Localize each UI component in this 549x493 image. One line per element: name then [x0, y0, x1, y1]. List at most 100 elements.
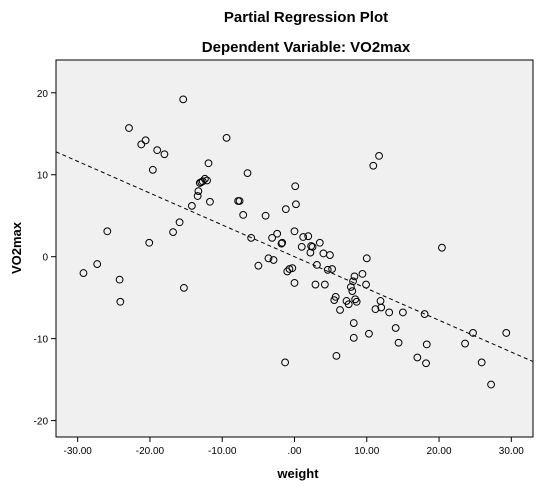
data-point	[399, 308, 407, 317]
data-point	[198, 177, 207, 186]
data-point	[391, 324, 400, 332]
x-tick-label: -20.00	[136, 446, 165, 457]
data-point	[204, 159, 213, 168]
data-point	[375, 151, 383, 160]
data-point	[290, 227, 299, 236]
data-point	[311, 280, 320, 289]
data-point	[358, 270, 367, 278]
data-point	[268, 233, 276, 242]
data-point	[179, 95, 188, 104]
x-tick-label: .00	[288, 446, 302, 457]
data-point	[264, 254, 273, 263]
data-point	[369, 161, 378, 170]
data-point	[371, 305, 380, 314]
y-tick-label: 0	[42, 253, 48, 264]
data-point	[291, 182, 300, 191]
data-point	[281, 205, 290, 214]
data-point	[352, 297, 361, 306]
data-point	[323, 265, 332, 274]
data-point	[203, 176, 211, 185]
data-point	[422, 359, 430, 368]
data-point	[299, 233, 308, 241]
data-point	[385, 308, 394, 317]
fit-line-group	[55, 151, 534, 363]
data-point	[477, 358, 486, 367]
data-point	[344, 300, 353, 309]
data-point	[281, 358, 290, 367]
x-axis-ticks: -30.00 -20.00 -10.00 .00 10.00 20.00 30.00	[64, 437, 524, 457]
y-tick-label: -10	[34, 335, 49, 346]
data-point	[206, 197, 214, 206]
x-tick-label: -10.00	[208, 446, 237, 457]
data-point	[180, 283, 188, 292]
data-point	[243, 169, 252, 178]
data-point	[502, 329, 511, 337]
data-point	[292, 200, 300, 209]
data-point	[297, 242, 306, 251]
data-point	[336, 306, 344, 314]
data-point	[461, 339, 469, 348]
data-point	[365, 329, 373, 338]
data-point	[277, 239, 286, 248]
data-point	[349, 333, 358, 342]
data-point	[169, 228, 177, 237]
data-point	[194, 187, 203, 196]
data-point	[148, 165, 157, 174]
data-point	[137, 140, 146, 149]
data-point	[308, 242, 317, 251]
data-point	[235, 197, 244, 205]
data-point	[307, 242, 316, 250]
data-point	[469, 329, 477, 337]
data-point	[304, 232, 313, 241]
data-point	[326, 251, 334, 259]
data-point	[349, 277, 357, 286]
plot-area	[55, 59, 534, 438]
data-point	[261, 211, 270, 220]
data-point	[141, 136, 150, 145]
data-point	[420, 310, 429, 318]
data-point	[254, 261, 263, 270]
data-point	[377, 303, 386, 312]
data-point	[79, 269, 88, 277]
x-tick-label: -30.00	[64, 446, 93, 457]
data-point	[93, 260, 102, 268]
data-point	[153, 146, 162, 155]
data-point	[350, 272, 359, 281]
data-point	[273, 229, 282, 238]
data-point	[290, 279, 299, 287]
data-point	[116, 297, 125, 306]
y-tick-label: 10	[37, 171, 49, 182]
data-point	[394, 338, 403, 347]
data-point	[115, 275, 124, 284]
data-point	[288, 264, 297, 273]
data-point	[193, 192, 202, 200]
data-point	[145, 238, 154, 247]
data-point	[348, 287, 357, 296]
data-point	[200, 174, 209, 183]
y-axis-title: VO2max	[9, 221, 24, 274]
x-axis-title: weight	[276, 466, 319, 481]
data-point	[278, 238, 287, 247]
data-points	[79, 95, 511, 389]
data-point	[247, 233, 256, 242]
data-point	[331, 292, 340, 301]
x-tick-label: 10.00	[354, 446, 379, 457]
y-axis-ticks: -20 -10 0 10 20	[34, 89, 56, 428]
y-tick-label: 20	[37, 89, 49, 100]
data-point	[313, 260, 321, 269]
data-point	[175, 218, 184, 227]
data-point	[487, 380, 495, 389]
chart-subtitle: Dependent Variable: VO2max	[202, 39, 411, 56]
regression-fit-line	[55, 151, 534, 363]
data-point	[222, 133, 231, 142]
data-point	[320, 280, 329, 289]
data-point	[160, 150, 169, 159]
data-point	[332, 351, 341, 360]
chart-title: Partial Regression Plot	[224, 9, 388, 26]
x-tick-label: 30.00	[499, 446, 524, 457]
data-point	[315, 238, 324, 247]
data-point	[413, 353, 422, 362]
data-point	[362, 254, 371, 263]
